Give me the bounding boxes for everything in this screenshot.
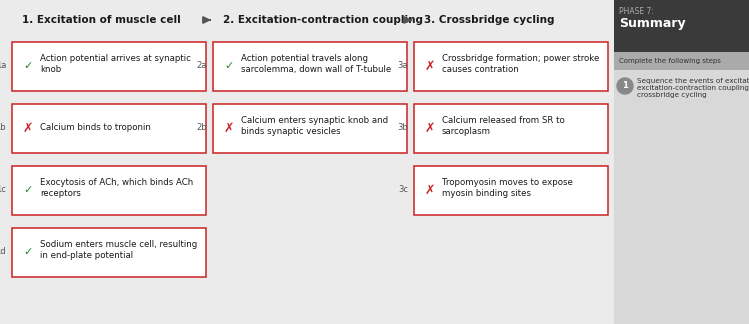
Text: ✗: ✗ bbox=[425, 122, 435, 134]
Text: ✓: ✓ bbox=[23, 185, 33, 195]
FancyBboxPatch shape bbox=[413, 103, 607, 153]
Text: 3a: 3a bbox=[398, 62, 408, 71]
Text: 1: 1 bbox=[622, 82, 628, 90]
Text: ✗: ✗ bbox=[425, 183, 435, 196]
Text: 1c: 1c bbox=[0, 186, 6, 194]
Text: Action potential travels along: Action potential travels along bbox=[241, 54, 368, 63]
FancyBboxPatch shape bbox=[213, 103, 407, 153]
FancyBboxPatch shape bbox=[213, 41, 407, 90]
Text: 1a: 1a bbox=[0, 62, 6, 71]
Text: Sequence the events of excitation,
excitation-contraction coupling, and
crossbri: Sequence the events of excitation, excit… bbox=[637, 78, 749, 98]
Text: 2b: 2b bbox=[196, 123, 207, 133]
Text: ✓: ✓ bbox=[23, 247, 33, 257]
Text: knob: knob bbox=[40, 65, 61, 74]
Text: ✗: ✗ bbox=[425, 60, 435, 73]
FancyBboxPatch shape bbox=[11, 166, 205, 214]
Text: myosin binding sites: myosin binding sites bbox=[442, 189, 531, 198]
Text: Tropomyosin moves to expose: Tropomyosin moves to expose bbox=[442, 178, 573, 187]
Text: PHASE 7:: PHASE 7: bbox=[619, 7, 654, 16]
FancyBboxPatch shape bbox=[413, 166, 607, 214]
Text: Action potential arrives at synaptic: Action potential arrives at synaptic bbox=[40, 54, 191, 63]
Text: 1d: 1d bbox=[0, 248, 6, 257]
Text: 3b: 3b bbox=[397, 123, 408, 133]
Text: causes contration: causes contration bbox=[442, 65, 519, 74]
Text: sarcoplasm: sarcoplasm bbox=[442, 127, 491, 136]
Text: ✓: ✓ bbox=[23, 61, 33, 71]
Text: Crossbridge formation; power stroke: Crossbridge formation; power stroke bbox=[442, 54, 599, 63]
Text: sarcolemma, down wall of T-tubule: sarcolemma, down wall of T-tubule bbox=[241, 65, 391, 74]
FancyBboxPatch shape bbox=[11, 227, 205, 276]
Text: receptors: receptors bbox=[40, 189, 81, 198]
FancyBboxPatch shape bbox=[614, 52, 749, 70]
Text: ✗: ✗ bbox=[22, 122, 33, 134]
Text: 3. Crossbridge cycling: 3. Crossbridge cycling bbox=[424, 15, 554, 25]
FancyBboxPatch shape bbox=[614, 70, 749, 324]
Text: 3c: 3c bbox=[398, 186, 408, 194]
Text: binds synaptic vesicles: binds synaptic vesicles bbox=[241, 127, 341, 136]
Text: Calcium released from SR to: Calcium released from SR to bbox=[442, 116, 565, 125]
FancyBboxPatch shape bbox=[11, 103, 205, 153]
Text: 2. Excitation-contraction coupling: 2. Excitation-contraction coupling bbox=[223, 15, 423, 25]
Text: ✓: ✓ bbox=[224, 61, 234, 71]
Text: Calcium binds to troponin: Calcium binds to troponin bbox=[40, 123, 151, 133]
Text: ✗: ✗ bbox=[224, 122, 234, 134]
Text: Calcium enters synaptic knob and: Calcium enters synaptic knob and bbox=[241, 116, 388, 125]
Text: 1. Excitation of muscle cell: 1. Excitation of muscle cell bbox=[22, 15, 181, 25]
Circle shape bbox=[617, 78, 633, 94]
Text: 2a: 2a bbox=[197, 62, 207, 71]
Text: 1b: 1b bbox=[0, 123, 6, 133]
Text: in end-plate potential: in end-plate potential bbox=[40, 251, 133, 260]
FancyBboxPatch shape bbox=[11, 41, 205, 90]
FancyBboxPatch shape bbox=[614, 0, 749, 52]
Text: Complete the following steps: Complete the following steps bbox=[619, 58, 721, 64]
Text: Exocytosis of ACh, which binds ACh: Exocytosis of ACh, which binds ACh bbox=[40, 178, 193, 187]
Text: Sodium enters muscle cell, resulting: Sodium enters muscle cell, resulting bbox=[40, 240, 197, 249]
Text: Summary: Summary bbox=[619, 17, 685, 30]
FancyBboxPatch shape bbox=[413, 41, 607, 90]
